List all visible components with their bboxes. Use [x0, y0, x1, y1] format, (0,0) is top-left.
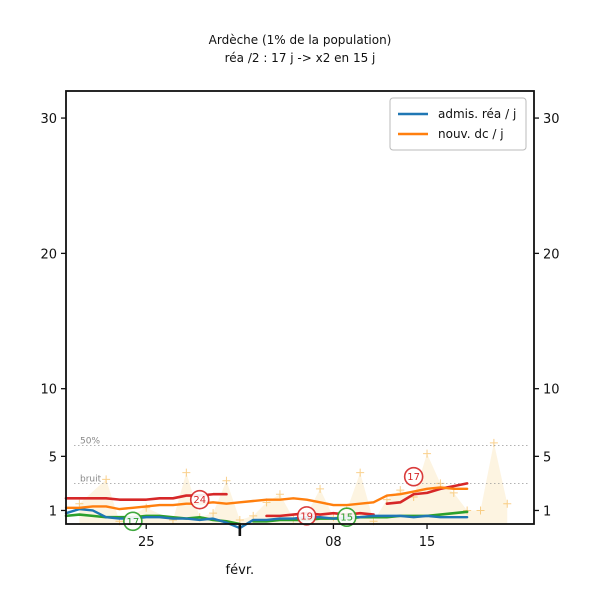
y-tick-label-right: 30	[543, 112, 560, 127]
value-badge: 17	[403, 466, 424, 487]
badge-circle	[403, 466, 424, 487]
background-point	[249, 511, 258, 520]
background-point	[209, 509, 218, 518]
badge-circle	[336, 507, 357, 528]
background-point	[449, 488, 458, 497]
y-tick-label-left: 20	[40, 247, 57, 262]
badge-label: 24	[193, 495, 206, 506]
month-label: févr.	[226, 563, 255, 578]
x-tick-label: 25	[138, 535, 155, 550]
threshold-label: 50%	[80, 437, 100, 447]
value-badge: 17	[123, 511, 143, 532]
background-point	[423, 449, 432, 458]
background-point	[463, 506, 472, 515]
y-tick-label-right: 1	[543, 504, 551, 519]
background-point	[356, 468, 365, 477]
title-block: Ardèche (1% de la population) réa /2 : 1…	[209, 33, 392, 65]
background-point	[316, 484, 325, 493]
series-line	[64, 486, 469, 511]
legend-label: admis. réa / j	[438, 107, 516, 121]
threshold-lines: 50% bruit	[74, 437, 530, 484]
badge-label: 17	[407, 472, 420, 483]
chart-title: Ardèche (1% de la population)	[209, 33, 392, 47]
legend-box	[389, 97, 527, 151]
x-tick-label: 15	[419, 535, 436, 550]
background-point	[489, 438, 498, 447]
threshold-label: bruit	[80, 474, 102, 484]
background-point	[275, 490, 284, 499]
y-tick-label-left: 5	[49, 450, 57, 465]
y-tick-label-left: 30	[40, 112, 57, 127]
indicator-line	[385, 482, 469, 506]
badge-label: 15	[340, 513, 353, 524]
background-point	[182, 468, 191, 477]
background-point	[75, 499, 84, 508]
y-tick-label-left: 10	[40, 383, 57, 398]
y-tick-label-right: 10	[543, 383, 560, 398]
background-point	[476, 506, 485, 515]
background-point	[235, 515, 244, 524]
chart-subtitle: réa /2 : 17 j -> x2 en 15 j	[225, 51, 376, 65]
background-point	[396, 486, 405, 495]
background-point	[382, 495, 391, 504]
value-badge: 24	[189, 489, 210, 510]
plot-frame	[65, 90, 535, 525]
badge-circle	[123, 511, 143, 532]
background-point	[102, 475, 111, 484]
background-point	[503, 499, 512, 508]
badge-label: 19	[300, 511, 313, 522]
background-points-layer	[75, 438, 512, 526]
y-tick-label-right: 20	[543, 247, 560, 262]
legend: admis. réa / j nouv. dc / j	[389, 97, 527, 151]
value-badge: 15	[336, 507, 357, 528]
badges-layer: 17 24 19 15 17	[123, 466, 424, 532]
y-tick-label-left: 1	[49, 504, 57, 519]
badge-circle	[189, 489, 210, 510]
x-tick-label: 08	[325, 535, 342, 550]
legend-label: nouv. dc / j	[438, 127, 504, 141]
value-badge: 19	[296, 506, 317, 526]
y-tick-label-right: 5	[543, 450, 551, 465]
badge-label: 17	[126, 517, 139, 528]
